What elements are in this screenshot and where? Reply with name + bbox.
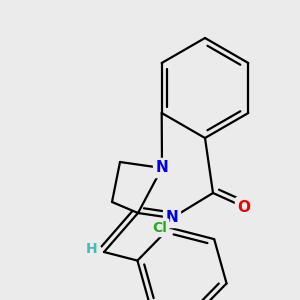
Text: O: O <box>238 200 250 214</box>
Text: N: N <box>156 160 168 175</box>
Text: Cl: Cl <box>152 221 167 235</box>
Text: N: N <box>166 211 178 226</box>
Text: H: H <box>86 242 98 256</box>
